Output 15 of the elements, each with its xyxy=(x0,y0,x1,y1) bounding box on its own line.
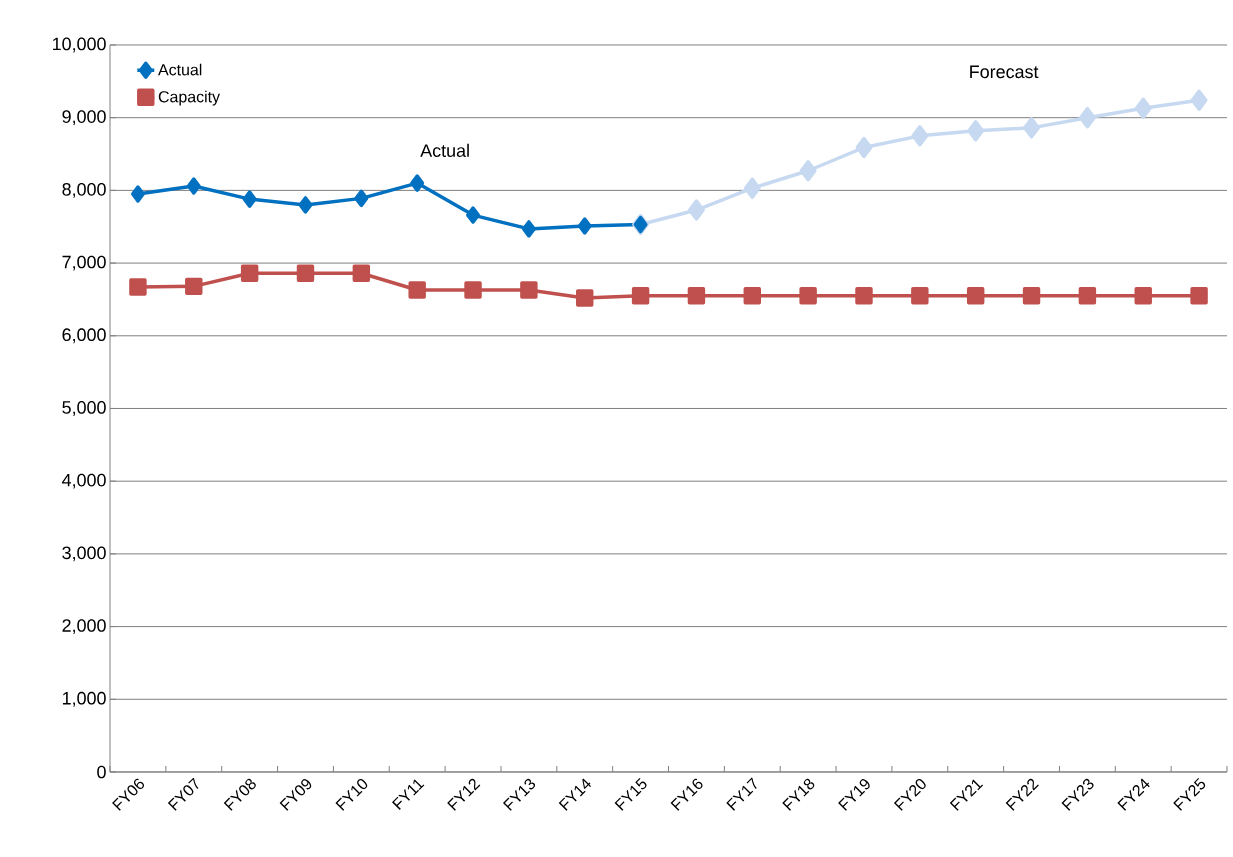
y-tick-label: 7,000 xyxy=(62,255,106,271)
y-tick-label: 0 xyxy=(97,765,106,779)
y-tick-label: 8,000 xyxy=(62,182,106,198)
y-tick-label: 4,000 xyxy=(62,473,106,489)
y-tick-label: 9,000 xyxy=(62,110,106,126)
y-tick-label: 2,000 xyxy=(62,619,106,634)
y-tick-label: 10,000 xyxy=(53,37,106,53)
legend-label: Capacity xyxy=(158,90,220,106)
y-tick-label: 1,000 xyxy=(62,691,106,707)
y-tick-label: 6,000 xyxy=(62,328,106,344)
y-tick-label: 3,000 xyxy=(62,546,106,562)
legend-label: Actual xyxy=(158,63,202,76)
annotation: Actual xyxy=(420,143,469,157)
annotation: Forecast xyxy=(970,65,1039,79)
y-tick-label: 5,000 xyxy=(62,401,106,416)
